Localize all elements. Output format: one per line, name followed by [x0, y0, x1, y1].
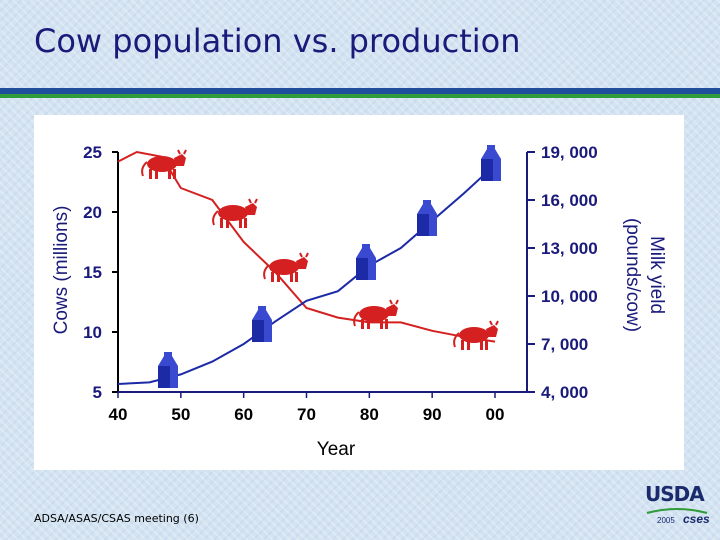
y-right-axis-label-line2: (pounds/cow)	[622, 218, 643, 332]
header-rule-blue	[0, 88, 720, 94]
cow-icon	[141, 149, 187, 179]
x-axis-label: Year	[317, 439, 356, 460]
x-tick-label: 60	[234, 405, 253, 424]
usda-logo: USDA 2005 cses	[645, 482, 710, 530]
milk-yield-line	[117, 164, 496, 385]
usda-logo-year: 2005	[657, 516, 675, 525]
footer-text: ADSA/ASAS/CSAS meeting (6)	[34, 512, 199, 525]
y-left-axis-label: Cows (millions)	[51, 206, 72, 335]
y-right-tick-label: 7, 000	[541, 335, 588, 354]
y-right-tick-label: 19, 000	[541, 143, 598, 162]
series-layer	[117, 150, 496, 385]
slide-title: Cow population vs. production	[34, 22, 521, 60]
milk-carton-icon	[481, 145, 501, 181]
x-tick-label: 70	[297, 405, 316, 424]
x-tick-label: 50	[171, 405, 190, 424]
y-left-tick-label: 25	[83, 143, 102, 162]
cow-population-line	[117, 150, 496, 343]
y-right-tick-label: 13, 000	[541, 239, 598, 258]
usda-logo-sub: cses	[683, 512, 710, 526]
milk-carton-icon	[417, 200, 437, 236]
milk-carton-icon	[356, 244, 376, 280]
y-left-tick-label: 10	[83, 323, 102, 342]
milk-carton-icon	[252, 306, 272, 342]
x-tick-label: 00	[486, 405, 505, 424]
header-rule-green	[0, 94, 720, 98]
y-right-tick-label: 10, 000	[541, 287, 598, 306]
icon-layer	[141, 145, 501, 388]
y-right-tick-label: 4, 000	[541, 383, 588, 402]
y-right-axis-label-line1: Milk yield	[646, 236, 667, 314]
usda-logo-swoosh-icon	[646, 508, 708, 514]
y-left-tick-label: 5	[93, 383, 102, 402]
x-tick-label: 90	[423, 405, 442, 424]
cow-icon	[353, 299, 399, 329]
x-tick-label: 40	[109, 405, 128, 424]
cow-icon	[453, 320, 499, 350]
y-left-tick-label: 20	[83, 203, 102, 222]
cow-icon	[263, 252, 309, 282]
y-right-tick-label: 16, 000	[541, 191, 598, 210]
y-left-tick-label: 15	[83, 263, 102, 282]
x-tick-label: 80	[360, 405, 379, 424]
cow-icon	[212, 198, 258, 228]
axes: 25 20 15 10 5 19, 000 16, 000 13, 000 10, 000 7, …	[83, 143, 598, 424]
milk-carton-icon	[158, 352, 178, 388]
usda-logo-text: USDA	[645, 482, 705, 506]
